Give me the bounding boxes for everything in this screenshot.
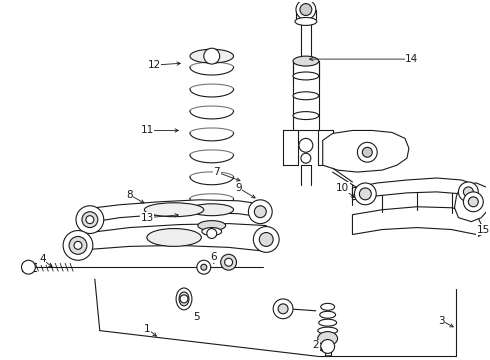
Ellipse shape	[176, 288, 192, 310]
Circle shape	[464, 192, 483, 212]
Ellipse shape	[179, 292, 189, 306]
Circle shape	[254, 206, 266, 218]
Ellipse shape	[293, 92, 319, 100]
Polygon shape	[70, 224, 270, 254]
Ellipse shape	[145, 203, 204, 217]
Circle shape	[63, 230, 93, 260]
Text: 11: 11	[141, 125, 154, 135]
Circle shape	[197, 260, 211, 274]
Text: 8: 8	[126, 190, 133, 200]
Polygon shape	[352, 207, 481, 234]
Circle shape	[301, 153, 311, 163]
Text: 9: 9	[235, 183, 242, 193]
Circle shape	[296, 0, 316, 19]
Text: 6: 6	[210, 252, 217, 262]
Circle shape	[321, 339, 335, 354]
Circle shape	[464, 187, 473, 197]
Ellipse shape	[293, 112, 319, 120]
Text: 3: 3	[439, 316, 445, 326]
Text: 5: 5	[194, 312, 200, 322]
Circle shape	[74, 242, 82, 249]
Circle shape	[363, 147, 372, 157]
Text: 13: 13	[141, 213, 154, 222]
Circle shape	[86, 216, 94, 224]
Ellipse shape	[320, 311, 336, 318]
Circle shape	[201, 264, 207, 270]
Ellipse shape	[190, 49, 234, 63]
Polygon shape	[82, 200, 266, 226]
Circle shape	[259, 233, 273, 246]
Circle shape	[359, 188, 371, 200]
Circle shape	[204, 48, 220, 64]
Text: 14: 14	[405, 54, 418, 64]
Ellipse shape	[147, 229, 201, 246]
Ellipse shape	[295, 18, 317, 26]
Circle shape	[207, 229, 217, 238]
Text: 7: 7	[213, 167, 220, 177]
Ellipse shape	[321, 303, 335, 310]
Circle shape	[69, 237, 87, 254]
Text: 15: 15	[477, 225, 490, 235]
Ellipse shape	[318, 332, 338, 346]
Circle shape	[278, 304, 288, 314]
Ellipse shape	[319, 319, 337, 326]
Ellipse shape	[293, 72, 319, 80]
Circle shape	[224, 258, 233, 266]
Polygon shape	[455, 183, 490, 222]
Circle shape	[82, 212, 98, 228]
Circle shape	[180, 295, 188, 303]
Ellipse shape	[198, 221, 225, 230]
Circle shape	[253, 226, 279, 252]
Circle shape	[22, 260, 35, 274]
Text: 2: 2	[313, 341, 319, 351]
Circle shape	[468, 197, 478, 207]
Circle shape	[220, 254, 237, 270]
Circle shape	[357, 142, 377, 162]
Ellipse shape	[293, 56, 319, 66]
Text: 10: 10	[336, 183, 349, 193]
Text: 1: 1	[144, 324, 150, 334]
Polygon shape	[323, 130, 409, 172]
Circle shape	[354, 183, 376, 205]
Circle shape	[299, 138, 313, 152]
Text: 12: 12	[147, 60, 161, 70]
Polygon shape	[352, 178, 476, 200]
Circle shape	[76, 206, 104, 234]
Circle shape	[248, 200, 272, 224]
Circle shape	[459, 182, 478, 202]
Ellipse shape	[202, 228, 221, 235]
Ellipse shape	[318, 327, 338, 334]
Circle shape	[273, 299, 293, 319]
Ellipse shape	[190, 204, 234, 216]
Circle shape	[300, 4, 312, 15]
Text: 4: 4	[39, 254, 46, 264]
